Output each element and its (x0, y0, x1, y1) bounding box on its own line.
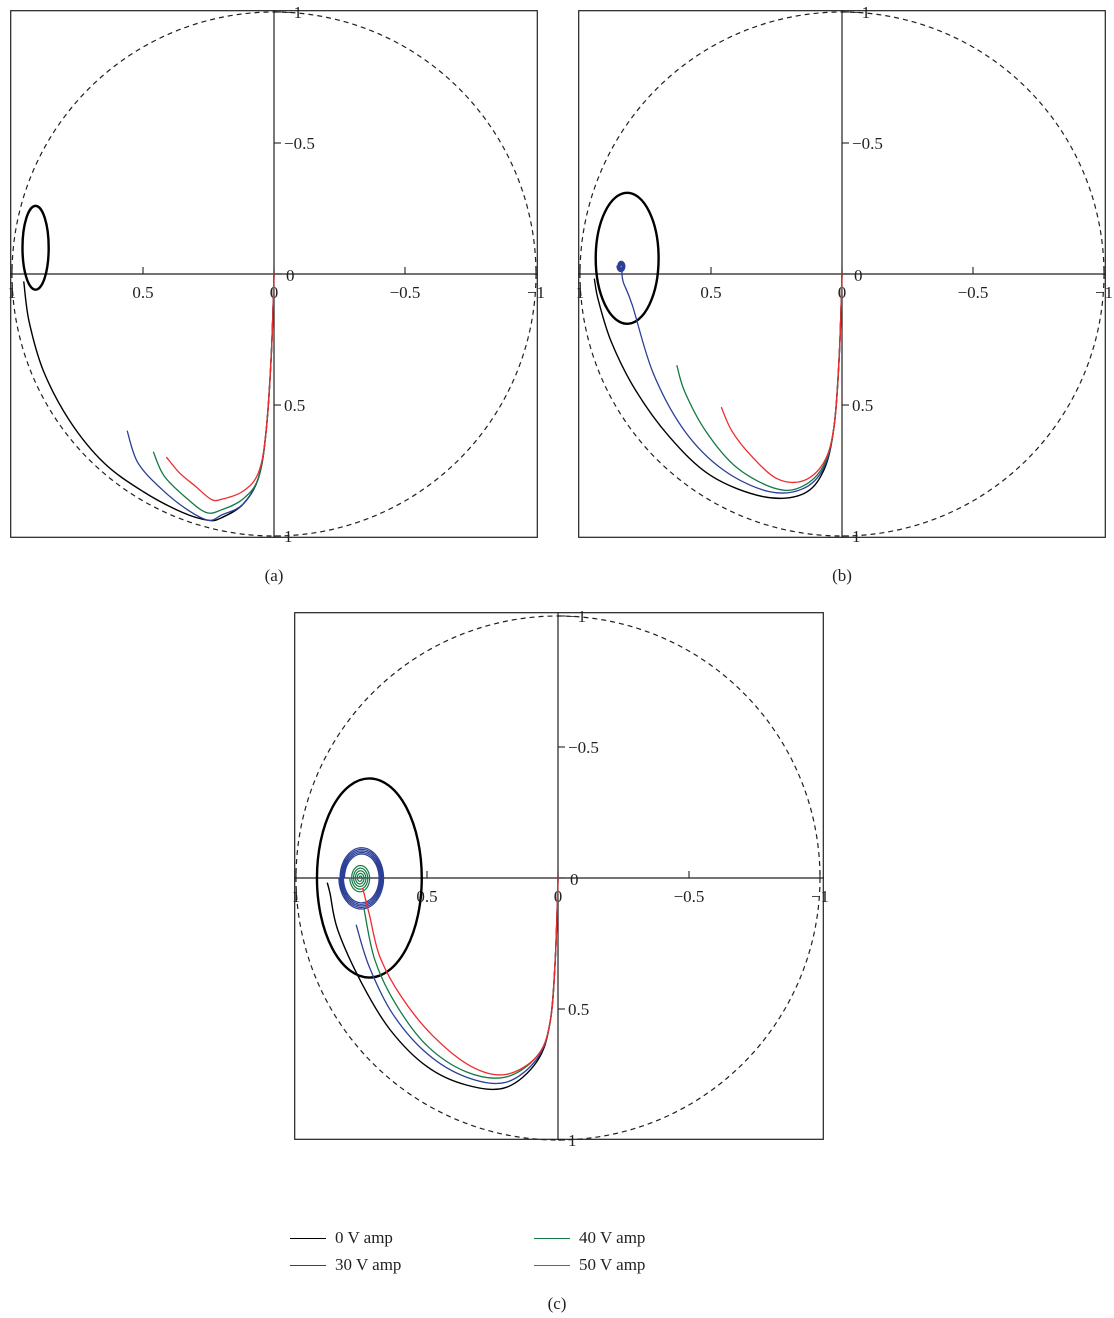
panel-1-series-30-v-amp (621, 270, 843, 494)
panel-1-y-tick-label-zero: 0 (854, 266, 863, 285)
panel-0-x-tick-label-3: −0.5 (390, 283, 421, 302)
panel-0-y-tick-label-3: 0.5 (284, 396, 305, 415)
panel-a-plot: 1 0.5 0 −0.5 −1−1−0.50.510 (8, 3, 545, 546)
panel-c: 1 0.5 0 −0.5 −1 −1 −0.5 0.5 1 0 (292, 607, 829, 1150)
panel-1-y-tick-label-4: 1 (852, 527, 861, 546)
panel-0-x-tick-label-1: 0.5 (132, 283, 153, 302)
panel-0-y-tick-label-0: −1 (284, 3, 302, 22)
panel-1-y-tick-label-0: −1 (852, 3, 870, 22)
panel-b: 1 0.5 0 −0.5 −1 −1 −0.5 0.5 1 0 (576, 3, 1113, 546)
legend-swatch-40v (534, 1238, 570, 1239)
panel-2-y-tick-label-zero: 0 (570, 870, 579, 889)
panel-0-x-tick-label-0: 1 (8, 283, 17, 302)
legend-label-50v: 50 V amp (579, 1255, 646, 1274)
panel-0-y-tick-label-4: 1 (284, 527, 293, 546)
figure-caption-c: (c) (547, 1294, 567, 1313)
panel-0-y-tick-label-zero: 0 (286, 266, 295, 285)
panel-0-series-0-v-amp-limit-cycle (21, 204, 50, 291)
panel-2-series-40-v-amp-spiral (349, 865, 371, 893)
panel-0-series-0-v-amp (23, 273, 275, 522)
panel-2-frame (294, 612, 824, 1140)
panel-b-plot: 1 0.5 0 −0.5 −1−1−0.50.510 (576, 3, 1113, 546)
legend-label-0v: 0 V amp (335, 1228, 393, 1247)
panel-2-x-tick-label-4: −1 (811, 887, 829, 906)
panel-2-series-30-v-amp-spiral (338, 847, 385, 910)
panel-0-y-tick-label-1: −0.5 (284, 134, 315, 153)
panel-2-series-0-v-amp-limit-cycle (315, 777, 423, 979)
panel-2-x-tick-label-3: −0.5 (674, 887, 705, 906)
panel-2-series-30-v-amp (355, 877, 559, 1085)
panel-0-x-tick-label-4: −1 (527, 283, 545, 302)
panel-2-y-tick-label-4: 1 (568, 1131, 577, 1150)
legend-swatch-50v (534, 1265, 570, 1266)
panel-2-y-tick-label-1: −0.5 (568, 738, 599, 757)
panel-1-x-tick-label-1: 0.5 (700, 283, 721, 302)
panel-1-x-tick-label-0: 1 (576, 283, 585, 302)
legend: 0 V amp 30 V amp 40 V amp 50 V amp (290, 1228, 710, 1284)
panel-1-x-tick-label-4: −1 (1095, 283, 1113, 302)
panel-2-series-0-v-amp (326, 877, 559, 1091)
legend-swatch-0v (290, 1238, 326, 1239)
panel-a-label: (a) (264, 566, 284, 585)
panel-1-series-40-v-amp (676, 273, 843, 492)
legend-label-30v: 30 V amp (335, 1255, 402, 1274)
panel-2-y-tick-label-0: −1 (568, 607, 586, 626)
panel-1-y-tick-label-1: −0.5 (852, 134, 883, 153)
panel-a: 1 0.5 0 −0.5 −1 −1 −0.5 0.5 1 0 (8, 3, 545, 546)
panel-0-series-50-v-amp (165, 273, 275, 502)
panel-1-x-tick-label-3: −0.5 (958, 283, 989, 302)
panel-b-label: (b) (832, 566, 852, 585)
legend-label-40v: 40 V amp (579, 1228, 646, 1247)
panel-2-series-50-v-amp (362, 877, 559, 1076)
panel-1-y-tick-label-3: 0.5 (852, 396, 873, 415)
panel-1-series-30-v-amp-spiral (616, 260, 626, 273)
panel-1-series-50-v-amp (720, 273, 843, 484)
panel-2-y-tick-label-3: 0.5 (568, 1000, 589, 1019)
legend-swatch-30v (290, 1265, 326, 1266)
panel-1-series-0-v-amp (593, 273, 843, 500)
panel-c-plot: 1 0.5 0 −0.5 −1−1−0.50.510 (292, 607, 829, 1150)
panel-1-series-0-v-amp-limit-cycle (594, 191, 660, 325)
panel-2-x-tick-label-0: 1 (292, 887, 301, 906)
panel-2-series-40-v-amp (363, 877, 559, 1079)
